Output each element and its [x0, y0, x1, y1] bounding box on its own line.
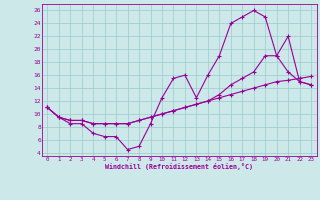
X-axis label: Windchill (Refroidissement éolien,°C): Windchill (Refroidissement éolien,°C): [105, 163, 253, 170]
